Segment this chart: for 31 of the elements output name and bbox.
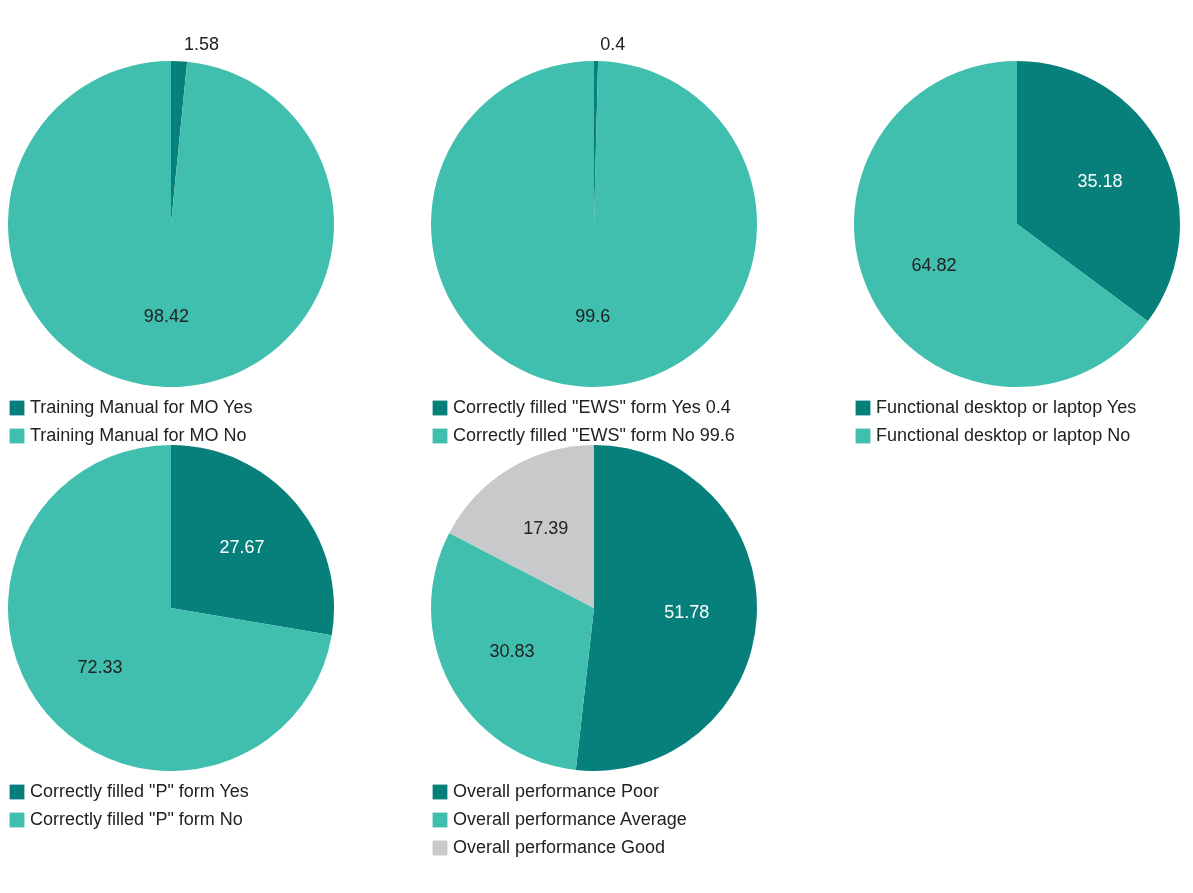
legend-label: Correctly filled "EWS" form No 99.6 [453,425,735,445]
pie-slice [171,445,334,636]
data-label: 27.67 [219,537,265,558]
data-label: 35.18 [1077,171,1123,192]
pie-slice [431,61,757,387]
legend-label: Functional desktop or laptop No [876,425,1131,445]
data-label: 17.39 [523,517,569,538]
data-label: 72.33 [77,656,123,677]
legend-label: Correctly filled "P" form Yes [30,781,249,801]
data-label: 64.82 [911,254,957,275]
data-label: 1.58 [183,34,219,55]
pie-slice [1017,61,1180,322]
pie-slice [854,61,1148,387]
pie-slice [431,533,594,770]
data-label: 99.6 [575,305,611,326]
legend-label: Overall performance Poor [453,781,660,801]
legend-label: Overall performance Good [453,837,666,857]
legend-label: Functional desktop or laptop Yes [876,397,1137,417]
pie-slice [575,445,757,771]
pie-slice [449,445,594,608]
data-label: 0.4 [600,34,626,55]
legend-label: Correctly filled "EWS" form Yes 0.4 [453,397,731,417]
legend-label: Correctly filled "P" form No [30,809,243,829]
data-label: 30.83 [489,640,535,661]
pie-slice [8,445,332,771]
data-label: 51.78 [664,602,710,623]
legend-label: Overall performance Average [453,809,687,829]
legend-label: Training Manual for MO No [30,425,247,445]
data-label: 98.42 [143,305,189,326]
pie-slice [8,61,334,387]
legend-label: Training Manual for MO Yes [30,397,253,417]
